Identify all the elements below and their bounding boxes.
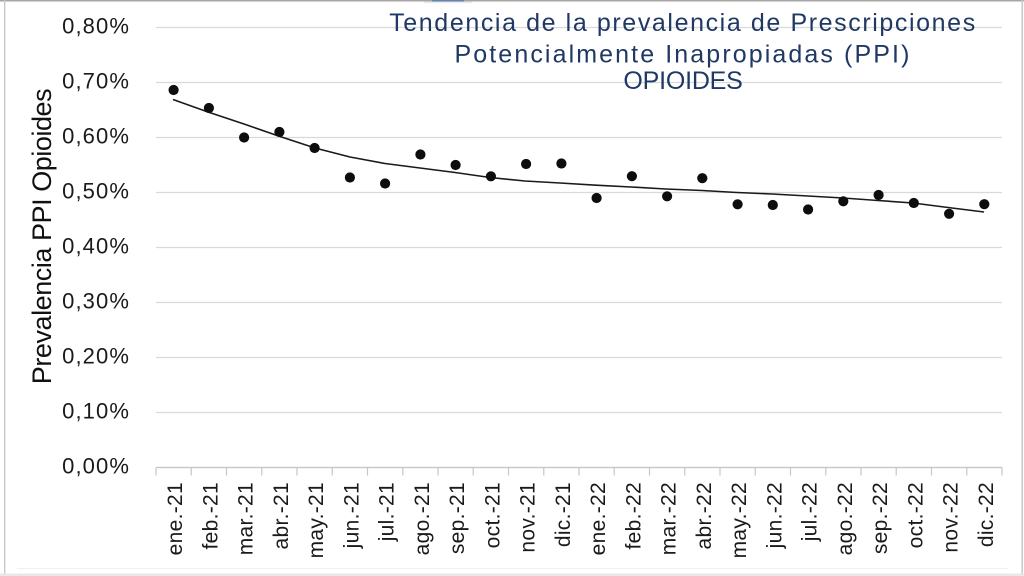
svg-text:Prevalencia PPI Opioides: Prevalencia PPI Opioides: [27, 89, 57, 384]
svg-text:feb.-22: feb.-22: [622, 482, 645, 549]
svg-text:feb.-21: feb.-21: [199, 482, 222, 549]
svg-text:0,40%: 0,40%: [62, 234, 130, 259]
svg-text:nov.-22: nov.-22: [940, 482, 963, 553]
svg-text:may.-22: may.-22: [728, 482, 751, 558]
svg-text:0,00%: 0,00%: [62, 454, 130, 479]
svg-text:0,70%: 0,70%: [62, 69, 130, 94]
svg-text:mar.-22: mar.-22: [658, 482, 681, 555]
svg-text:0,10%: 0,10%: [62, 399, 130, 424]
svg-text:jun.-22: jun.-22: [763, 482, 786, 549]
svg-text:abr.-21: abr.-21: [270, 482, 293, 549]
svg-text:0,80%: 0,80%: [62, 14, 130, 39]
svg-text:Potencialmente Inapropiadas (P: Potencialmente Inapropiadas (PPI): [454, 41, 911, 69]
svg-text:dic.-22: dic.-22: [975, 482, 998, 547]
svg-text:abr.-22: abr.-22: [693, 482, 716, 549]
svg-text:0,60%: 0,60%: [62, 124, 130, 149]
svg-text:0,20%: 0,20%: [62, 344, 130, 369]
svg-text:0,30%: 0,30%: [62, 289, 130, 314]
svg-text:jul.-21: jul.-21: [376, 482, 399, 542]
svg-text:sep.-21: sep.-21: [446, 482, 469, 554]
svg-text:jun.-21: jun.-21: [340, 482, 363, 549]
svg-text:OPIOIDES: OPIOIDES: [623, 67, 742, 95]
svg-text:0,50%: 0,50%: [62, 179, 130, 204]
svg-text:sep.-22: sep.-22: [869, 482, 892, 554]
svg-text:nov.-21: nov.-21: [517, 482, 540, 553]
svg-text:ago.-22: ago.-22: [834, 482, 857, 555]
svg-text:ene.-21: ene.-21: [164, 482, 187, 555]
svg-text:may.-21: may.-21: [305, 482, 328, 558]
svg-text:oct.-22: oct.-22: [904, 482, 927, 548]
svg-text:Tendencia de la prevalencia de: Tendencia de la prevalencia de Prescripc…: [389, 9, 977, 37]
svg-text:ago.-21: ago.-21: [411, 482, 434, 555]
svg-text:jul.-22: jul.-22: [799, 482, 822, 542]
svg-text:ene.-22: ene.-22: [587, 482, 610, 555]
svg-text:oct.-21: oct.-21: [481, 482, 504, 548]
svg-text:mar.-21: mar.-21: [235, 482, 258, 555]
svg-text:dic.-21: dic.-21: [552, 482, 575, 547]
